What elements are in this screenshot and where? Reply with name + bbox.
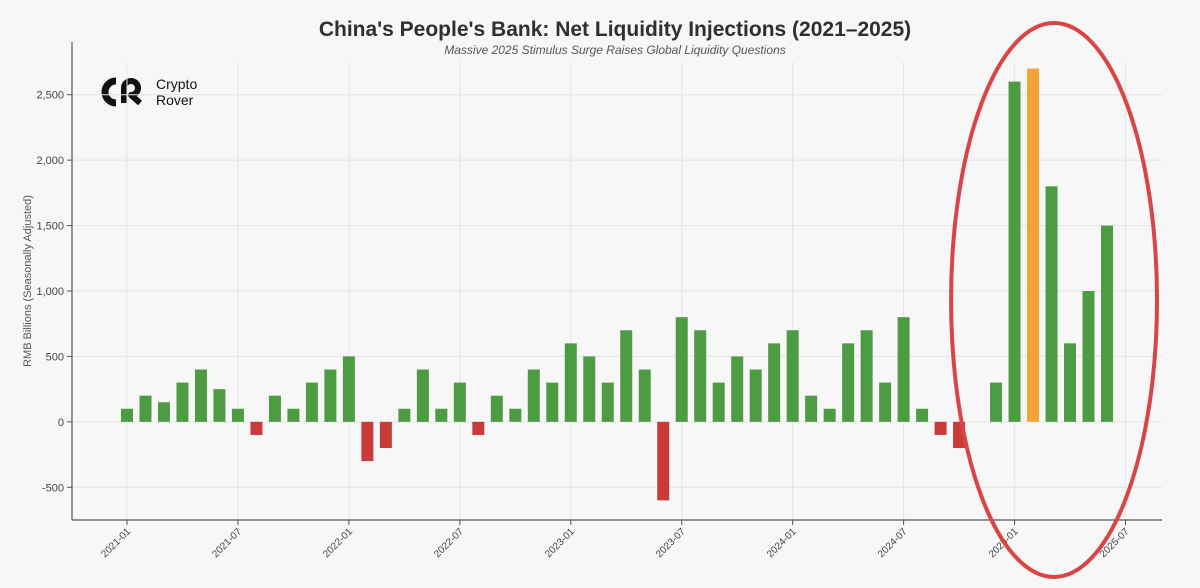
y-tick-label: -500 (42, 482, 64, 494)
bar-2022-06 (435, 408, 448, 422)
bar-2021-02 (139, 395, 152, 422)
bar-2024-02 (805, 395, 818, 422)
bar-2023-12 (768, 343, 781, 422)
bar-2021-06 (213, 389, 226, 422)
bar-2024-01 (786, 330, 799, 422)
chart-title: China's People's Bank: Net Liquidity Inj… (318, 18, 912, 41)
bar-2023-06 (657, 421, 670, 501)
y-tick-label: 2,000 (36, 155, 64, 167)
axes: -500 0 500 1,000 1,500 2,000 2,500 2021-01 2021-… (36, 42, 1162, 560)
bar-2023-07 (675, 317, 688, 422)
bar-2025-04 (1064, 343, 1077, 422)
x-tick-label: 2024-01 (765, 526, 799, 560)
bar-2022-11 (527, 369, 540, 422)
bar-2025-02 (1027, 68, 1040, 422)
bar-2022-03 (379, 421, 392, 449)
bar-2023-08 (694, 330, 707, 422)
bars (121, 68, 1113, 501)
bar-2021-12 (324, 369, 337, 422)
bar-2024-06 (879, 382, 892, 422)
chart-subtitle: Massive 2025 Stimulus Surge Raises Globa… (444, 43, 786, 57)
bar-2021-07 (231, 408, 244, 422)
bar-2021-04 (176, 382, 189, 422)
brand-name: Crypto Rover (156, 76, 197, 108)
bar-2022-10 (509, 408, 522, 422)
bar-2023-03 (601, 382, 614, 422)
brand-name-line1: Crypto (156, 76, 198, 92)
bar-2021-10 (287, 408, 300, 422)
bar-2025-03 (1045, 186, 1058, 422)
y-tick-label: 500 (46, 351, 64, 363)
bar-2023-09 (712, 382, 725, 422)
bar-2025-05 (1082, 291, 1095, 422)
x-tick-label: 2024-07 (876, 526, 910, 560)
bar-2025-06 (1101, 225, 1113, 422)
x-tick-label: 2021-01 (99, 526, 133, 560)
brand-logo: Crypto Rover (100, 76, 197, 108)
bar-2024-12 (990, 382, 1003, 422)
bar-2024-07 (897, 317, 910, 422)
crypto-rover-logo-icon (101, 77, 142, 107)
bar-2022-02 (361, 421, 374, 462)
bar-2021-11 (305, 382, 318, 422)
brand-name-line2: Rover (156, 92, 194, 108)
bar-2024-03 (823, 408, 836, 422)
grid-lines (72, 62, 1162, 520)
bar-2021-08 (250, 421, 263, 435)
x-tick-label: 2023-07 (654, 526, 688, 560)
bar-2023-02 (583, 356, 596, 422)
x-tick-label: 2023-01 (543, 526, 577, 560)
bar-2022-01 (342, 356, 355, 422)
bar-2021-09 (268, 395, 281, 422)
bar-2022-04 (398, 408, 411, 422)
y-tick-label: 0 (58, 417, 64, 429)
bar-2024-04 (842, 343, 855, 422)
bar-2022-05 (416, 369, 429, 422)
bar-2021-05 (194, 369, 207, 422)
highlight-ellipse (949, 21, 1159, 579)
bar-2023-05 (638, 369, 651, 422)
bar-2023-11 (749, 369, 762, 422)
x-tick-label: 2022-01 (321, 526, 355, 560)
bar-2022-09 (490, 395, 503, 422)
bar-2021-01 (121, 408, 133, 422)
bar-2024-09 (934, 421, 947, 435)
y-tick-label: 1,500 (36, 221, 64, 233)
y-tick-label: 2,500 (36, 90, 64, 102)
bar-2022-07 (453, 382, 466, 422)
bar-2024-05 (860, 330, 873, 422)
bar-2022-08 (472, 421, 485, 435)
bar-2023-01 (564, 343, 577, 422)
y-tick-label: 1,000 (36, 286, 64, 298)
bar-2023-04 (620, 330, 633, 422)
bar-2023-10 (731, 356, 744, 422)
annotation (949, 21, 1159, 579)
x-tick-label: 2021-07 (210, 526, 244, 560)
bar-2024-08 (916, 408, 929, 422)
bar-2021-03 (157, 402, 170, 422)
bar-2025-01 (1008, 81, 1021, 422)
bar-2022-12 (546, 382, 559, 422)
x-tick-label: 2022-07 (432, 526, 466, 560)
